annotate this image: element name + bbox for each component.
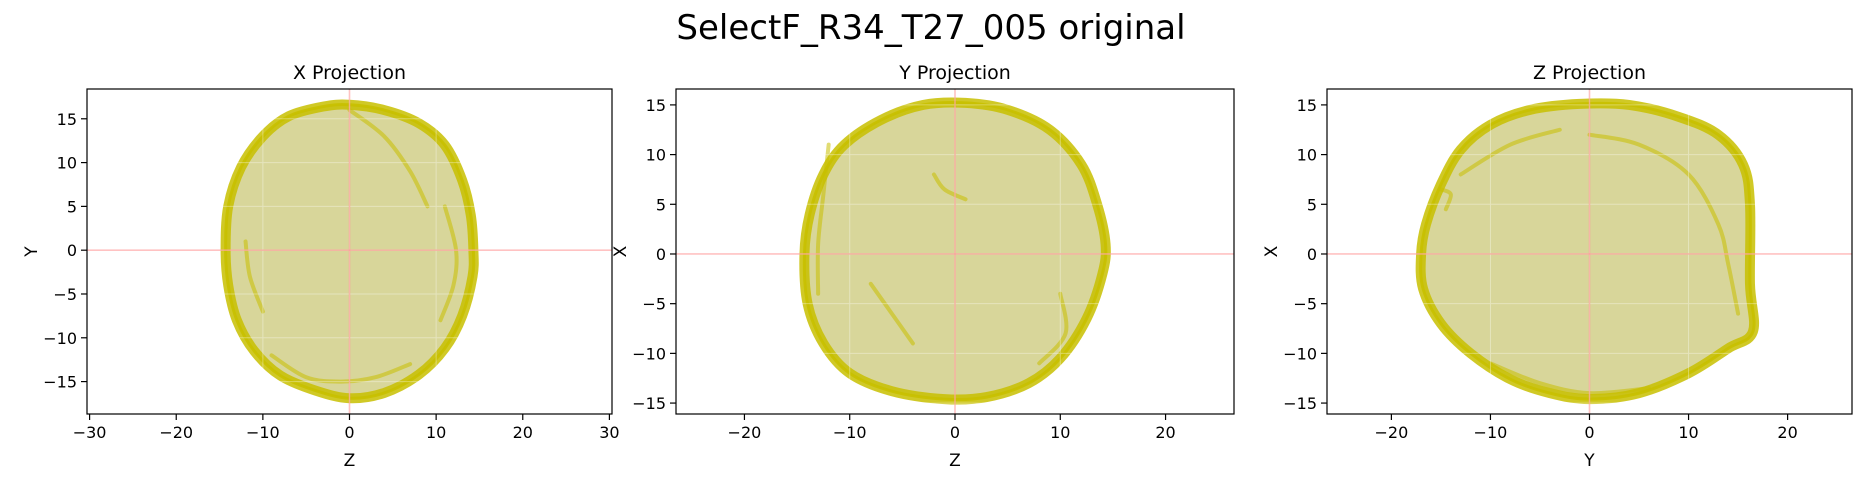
x-tick-label: 20: [1777, 423, 1797, 442]
x-tick-label: 10: [1678, 423, 1698, 442]
panel-1: −30 −20 −10 0 10 20 30 −15 −10 −5 0 5 10 15 X Projecti…: [22, 62, 620, 471]
panel-3: −20 −10 0 10 20 −15 −10 −5 0 5 10 15 Z Projection Y X: [1262, 62, 1853, 471]
y-tick-label: −10: [632, 344, 666, 363]
plot-area: [87, 89, 612, 414]
panel-title: X Projection: [293, 62, 406, 84]
y-tick-label: −5: [53, 285, 77, 304]
x-tick-label: −30: [73, 423, 107, 442]
shape-ridge: [931, 172, 968, 202]
shape-ridge: [1037, 291, 1069, 366]
x-tick-label: −10: [1474, 423, 1508, 442]
y-tick-label: −15: [1283, 394, 1317, 413]
shape-ridge: [1488, 361, 1651, 396]
shape-ridge: [1587, 132, 1741, 316]
shape-ridge: [868, 281, 915, 346]
x-tick-label: 0: [344, 423, 354, 442]
shape-ridge: [269, 353, 413, 384]
y-tick-label: 0: [1307, 245, 1317, 264]
y-tick-label: 0: [656, 245, 666, 264]
panel-title: Y Projection: [898, 62, 1011, 84]
panel-title: Z Projection: [1533, 62, 1646, 84]
x-tick-label: −10: [833, 423, 867, 442]
shape-ridge: [438, 204, 459, 323]
x-tick-label: 10: [1050, 423, 1070, 442]
y-tick-label: 5: [656, 195, 666, 214]
plot-area: [1327, 89, 1852, 414]
y-tick-label: −5: [642, 295, 666, 314]
x-tick-label: 20: [513, 423, 533, 442]
shape-ridge: [1458, 127, 1562, 177]
shape-outline: [802, 100, 1108, 402]
x-tick-label: 10: [426, 423, 446, 442]
y-axis-label: X: [611, 245, 631, 257]
shape-outline: [1419, 101, 1756, 401]
y-tick-label: −15: [43, 373, 77, 392]
panel-2: −20 −10 0 10 20 −15 −10 −5 0 5 10 15 Y Projection Z X: [611, 62, 1235, 471]
y-tick-label: 10: [646, 146, 666, 165]
shape-ridge: [243, 239, 265, 314]
x-tick-label: −20: [159, 423, 193, 442]
x-axis-label: Z: [344, 451, 356, 471]
y-tick-label: −15: [632, 394, 666, 413]
plot-area: [676, 89, 1234, 414]
shape-ridge: [347, 108, 430, 209]
y-tick-label: 0: [67, 241, 77, 260]
y-tick-label: −10: [1283, 344, 1317, 363]
y-tick-label: 10: [1297, 146, 1317, 165]
x-axis-label: Z: [949, 451, 961, 471]
y-tick-label: 15: [646, 96, 666, 115]
x-tick-label: −20: [728, 423, 762, 442]
y-tick-label: −10: [43, 329, 77, 348]
y-tick-label: 15: [57, 110, 77, 129]
y-tick-label: 10: [57, 154, 77, 173]
x-tick-label: −20: [1375, 423, 1409, 442]
figure-title: SelectF_R34_T27_005 original: [676, 8, 1185, 48]
x-tick-label: −10: [246, 423, 280, 442]
x-tick-label: 0: [1584, 423, 1594, 442]
y-tick-label: 15: [1297, 96, 1317, 115]
y-axis-label: Y: [22, 246, 42, 258]
y-tick-label: 5: [1307, 195, 1317, 214]
x-tick-label: 20: [1155, 423, 1175, 442]
y-tick-label: 5: [67, 197, 77, 216]
shape-ridge: [1438, 187, 1453, 212]
x-tick-label: 30: [599, 423, 619, 442]
y-axis-label: X: [1262, 245, 1282, 257]
x-tick-label: 0: [950, 423, 960, 442]
shape-ridge: [815, 142, 831, 296]
x-axis-label: Y: [1583, 451, 1595, 471]
y-tick-label: −5: [1293, 295, 1317, 314]
